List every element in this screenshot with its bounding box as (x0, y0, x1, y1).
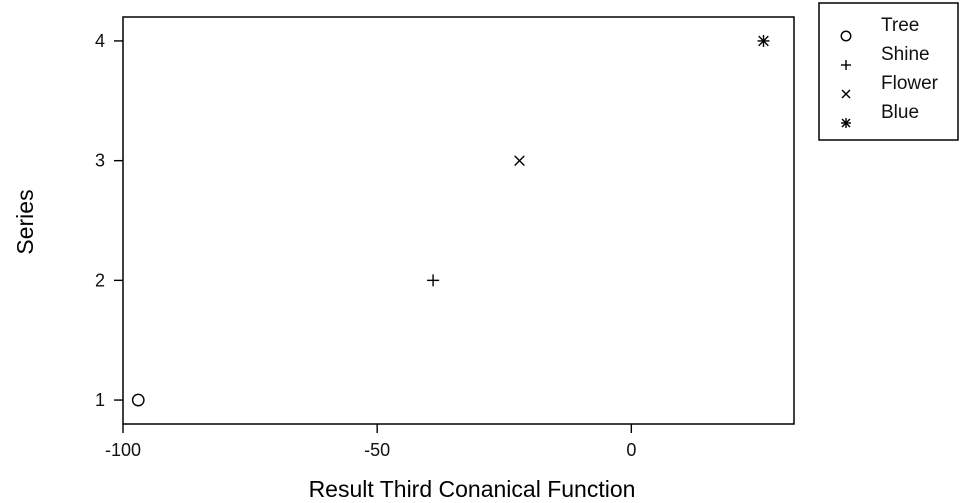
y-axis: 1 2 3 4 (95, 31, 123, 410)
plot-frame (122, 16, 795, 425)
point-shine-plus-marker (427, 274, 440, 287)
legend-box (818, 2, 959, 141)
point-blue-star-marker (757, 34, 770, 47)
data-points (131, 34, 770, 407)
x-axis: -100 -50 0 (105, 424, 636, 460)
legend-item: Shine (841, 44, 930, 70)
x-tick-label: 0 (626, 440, 636, 460)
y-tick-label: 2 (95, 270, 105, 290)
legend-cross-icon (841, 89, 851, 99)
x-tick-label: -50 (364, 440, 390, 460)
legend-label: Shine (881, 44, 930, 65)
legend-star-icon (841, 118, 851, 128)
legend-circle-icon (840, 30, 852, 42)
legend-label: Blue (881, 102, 919, 123)
y-tick-label: 4 (95, 31, 105, 51)
x-axis-title: Result Third Conanical Function (309, 476, 636, 502)
legend-item: Tree (840, 15, 919, 42)
y-tick-label: 3 (95, 151, 105, 171)
x-tick-label: -100 (105, 440, 141, 460)
legend-label: Flower (881, 73, 939, 94)
y-tick-label: 1 (95, 390, 105, 410)
legend-items: Tree Shine Flower Blue (840, 15, 939, 128)
legend-plus-icon (841, 60, 851, 70)
y-axis-title: Series (12, 189, 38, 254)
point-flower-cross-marker (514, 155, 525, 166)
legend: Tree Shine Flower Blue (818, 2, 959, 141)
point-tree-circle-marker (131, 393, 145, 407)
legend-item: Blue (841, 102, 919, 128)
legend-label: Tree (881, 15, 919, 36)
legend-item: Flower (841, 73, 939, 99)
